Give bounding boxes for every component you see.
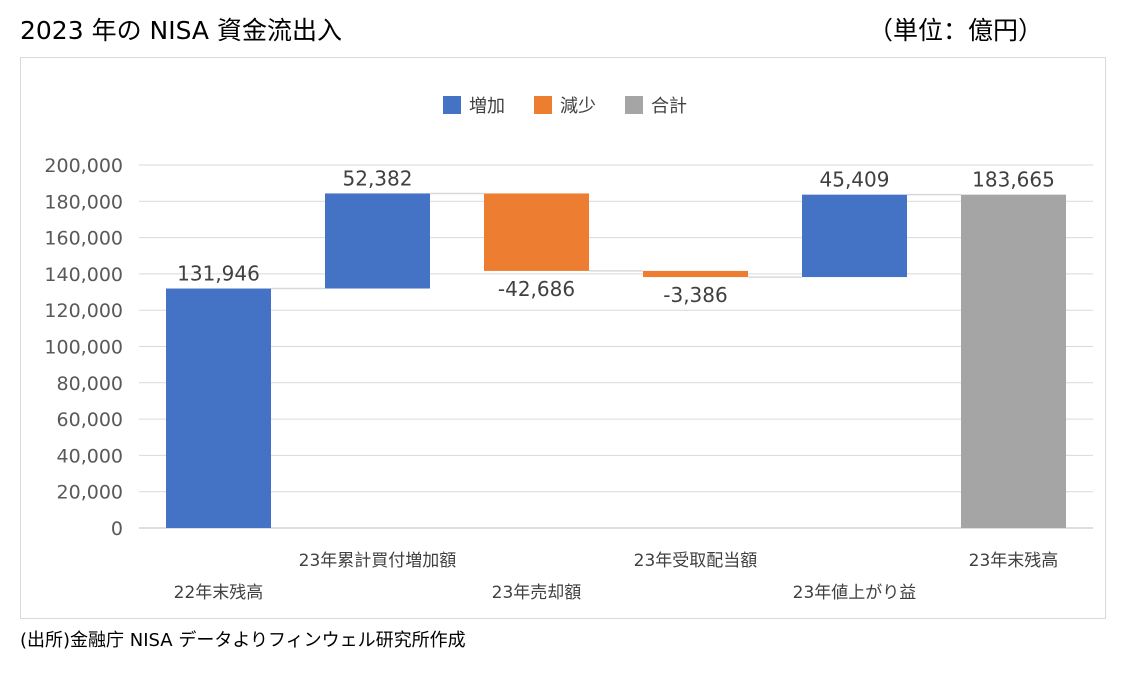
legend-swatch	[625, 96, 643, 114]
category-label: 23年受取配当額	[634, 551, 758, 571]
legend-label: 合計	[651, 96, 687, 117]
y-tick-label: 180,000	[44, 191, 123, 213]
legend-swatch	[443, 96, 461, 114]
data-label: 131,946	[177, 262, 260, 286]
bar	[166, 288, 271, 528]
bar	[325, 193, 430, 289]
source-note: (出所)金融庁 NISA データよりフィンウェル研究所作成	[20, 630, 466, 651]
y-tick-label: 120,000	[44, 300, 123, 322]
y-tick-label: 0	[111, 518, 123, 540]
category-label: 23年末残高	[969, 551, 1059, 571]
data-label: 45,409	[820, 168, 890, 192]
data-label: -3,386	[663, 283, 727, 307]
y-tick-label: 60,000	[57, 409, 123, 431]
bar	[961, 194, 1066, 529]
y-tick-label: 20,000	[57, 482, 123, 504]
bars	[166, 193, 1066, 529]
bar	[484, 193, 589, 271]
category-label: 23年値上がり益	[793, 583, 917, 603]
unit-label: （単位：億円）	[868, 16, 1044, 45]
data-label: 52,382	[343, 166, 413, 190]
legend: 増加 減少 合計	[443, 96, 687, 117]
y-tick-label: 40,000	[57, 445, 123, 467]
category-label: 22年末残高	[174, 583, 264, 603]
legend-label: 減少	[560, 96, 596, 117]
y-tick-label: 160,000	[44, 228, 123, 250]
data-label: 183,665	[972, 168, 1055, 192]
chart-frame: 0 20,000 40,000 60,000 80,000 100,000 120,000 1…	[20, 57, 1106, 619]
data-labels: 131,946 52,382 -42,686 -3,386 45,409 183,665	[177, 166, 1055, 307]
category-labels: 22年末残高 23年累計買付増加額 23年売却額 23年受取配当額 23年値上がり益 23…	[174, 551, 1059, 603]
y-tick-label: 200,000	[44, 155, 123, 177]
y-tick-label: 140,000	[44, 264, 123, 286]
waterfall-chart: 0 20,000 40,000 60,000 80,000 100,000 120,000 1…	[44, 96, 1093, 603]
y-tick-label: 80,000	[57, 373, 123, 395]
data-label: -42,686	[498, 277, 575, 301]
connector-lines	[271, 192, 961, 290]
bar	[802, 194, 907, 278]
legend-label: 増加	[469, 96, 505, 117]
gridlines	[139, 164, 1093, 529]
bar	[643, 270, 748, 278]
chart-title: 2023 年の NISA 資金流出入	[20, 16, 342, 45]
category-label: 23年売却額	[492, 583, 582, 603]
category-label: 23年累計買付増加額	[299, 551, 457, 571]
legend-swatch	[534, 96, 552, 114]
y-axis: 0 20,000 40,000 60,000 80,000 100,000 120,000 1…	[44, 155, 123, 540]
y-tick-label: 100,000	[44, 337, 123, 359]
